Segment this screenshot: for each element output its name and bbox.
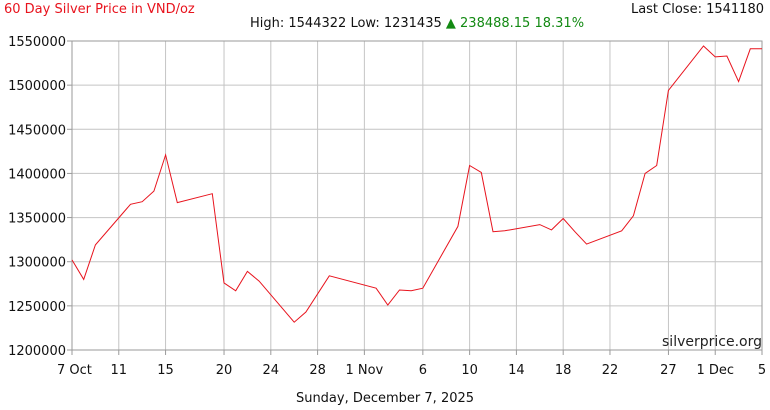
x-tick-label: 14 bbox=[508, 363, 525, 378]
x-tick-label: 6 bbox=[419, 363, 427, 378]
high-label: High: 1544322 bbox=[250, 16, 347, 31]
price-stats: High: 1544322 Low: 1231435 ▲ 238488.15 1… bbox=[250, 16, 584, 31]
x-tick-label: 5 bbox=[758, 363, 766, 378]
y-tick-label: 1450000 bbox=[8, 123, 66, 138]
x-tick-label: 1 Dec bbox=[696, 363, 734, 378]
y-tick-label: 1300000 bbox=[8, 256, 66, 271]
series-line bbox=[71, 45, 762, 323]
last-close-label: Last Close: 1541180 bbox=[630, 2, 764, 17]
x-tick-label: 7 Oct bbox=[57, 363, 92, 378]
x-tick-label: 28 bbox=[309, 363, 326, 378]
y-tick-label: 1500000 bbox=[8, 79, 66, 94]
y-tick-label: 1250000 bbox=[8, 300, 66, 315]
plot-frame bbox=[71, 40, 763, 351]
x-tick-label: 11 bbox=[111, 363, 128, 378]
chart-title: 60 Day Silver Price in VND/oz bbox=[4, 2, 195, 17]
x-tick-label: 15 bbox=[157, 363, 174, 378]
x-tick-label: 24 bbox=[263, 363, 280, 378]
y-tick-label: 1400000 bbox=[8, 167, 66, 182]
y-tick-label: 1550000 bbox=[8, 35, 66, 50]
low-label: Low: 1231435 bbox=[350, 16, 442, 31]
footer-date: Sunday, December 7, 2025 bbox=[295, 391, 475, 406]
x-axis: 7 Oct 11 15 20 24 28 1 Nov 6 10 14 18 22 27 1 Dec 5 bbox=[57, 350, 766, 378]
x-tick-label: 18 bbox=[555, 363, 572, 378]
y-tick-label: 1200000 bbox=[8, 344, 66, 359]
y-axis: 1200000 1250000 1300000 1350000 1400000 14500… bbox=[8, 35, 72, 359]
x-tick-label: 20 bbox=[216, 363, 233, 378]
change-percent: 18.31% bbox=[534, 16, 585, 31]
x-tick-label: 27 bbox=[660, 363, 677, 378]
watermark-text: silverprice.org bbox=[662, 334, 762, 350]
x-tick-label: 22 bbox=[602, 363, 619, 378]
change-value: 238488.15 bbox=[460, 16, 531, 31]
change-arrow-icon: ▲ bbox=[445, 16, 456, 31]
x-tick-label: 10 bbox=[461, 363, 478, 378]
y-tick-label: 1350000 bbox=[8, 212, 66, 227]
x-tick-label: 1 Nov bbox=[345, 363, 383, 378]
